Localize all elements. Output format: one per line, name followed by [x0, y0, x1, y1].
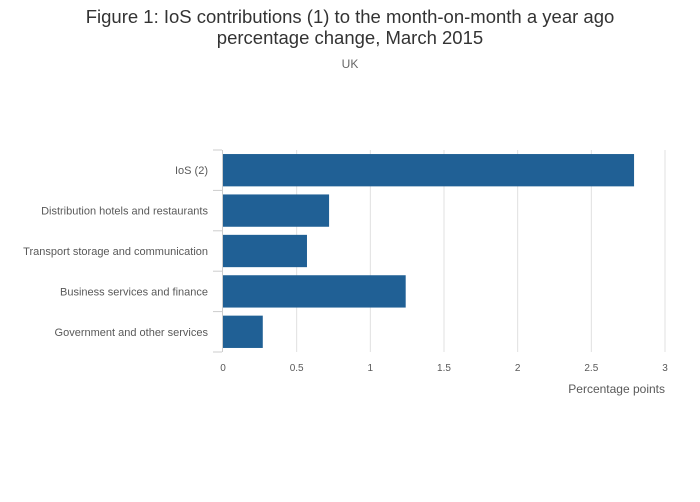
x-tick-label: 3: [662, 363, 668, 374]
category-label: Transport storage and communication: [23, 246, 208, 258]
chart-subtitle: UK: [341, 57, 359, 71]
x-tick-label: 1: [368, 363, 374, 374]
bar: [223, 194, 330, 227]
x-tick-label: 0.5: [290, 363, 304, 374]
category-label: IoS (2): [175, 165, 208, 177]
chart-title: Figure 1: IoS contributions (1) to the m…: [85, 6, 615, 48]
axes: [213, 149, 223, 353]
x-tick-label: 0: [220, 363, 226, 374]
category-labels: IoS (2) Distribution hotels and restauran…: [23, 165, 208, 339]
category-label: Business services and finance: [60, 286, 208, 298]
bar: [223, 234, 307, 268]
x-axis-title: Percentage points: [568, 382, 665, 396]
x-tick-label: 1.5: [437, 363, 451, 374]
category-label: Government and other services: [55, 327, 209, 339]
bar: [223, 275, 406, 308]
category-label: Distribution hotels and restaurants: [41, 206, 208, 218]
x-tick-label: 2.5: [584, 363, 598, 374]
bars: [223, 154, 635, 348]
bar: [223, 154, 635, 187]
bar: [223, 315, 263, 348]
x-tick-label: 2: [515, 363, 521, 374]
x-tick-labels: 0 0.5 1 1.5 2 2.5 3: [220, 363, 668, 374]
